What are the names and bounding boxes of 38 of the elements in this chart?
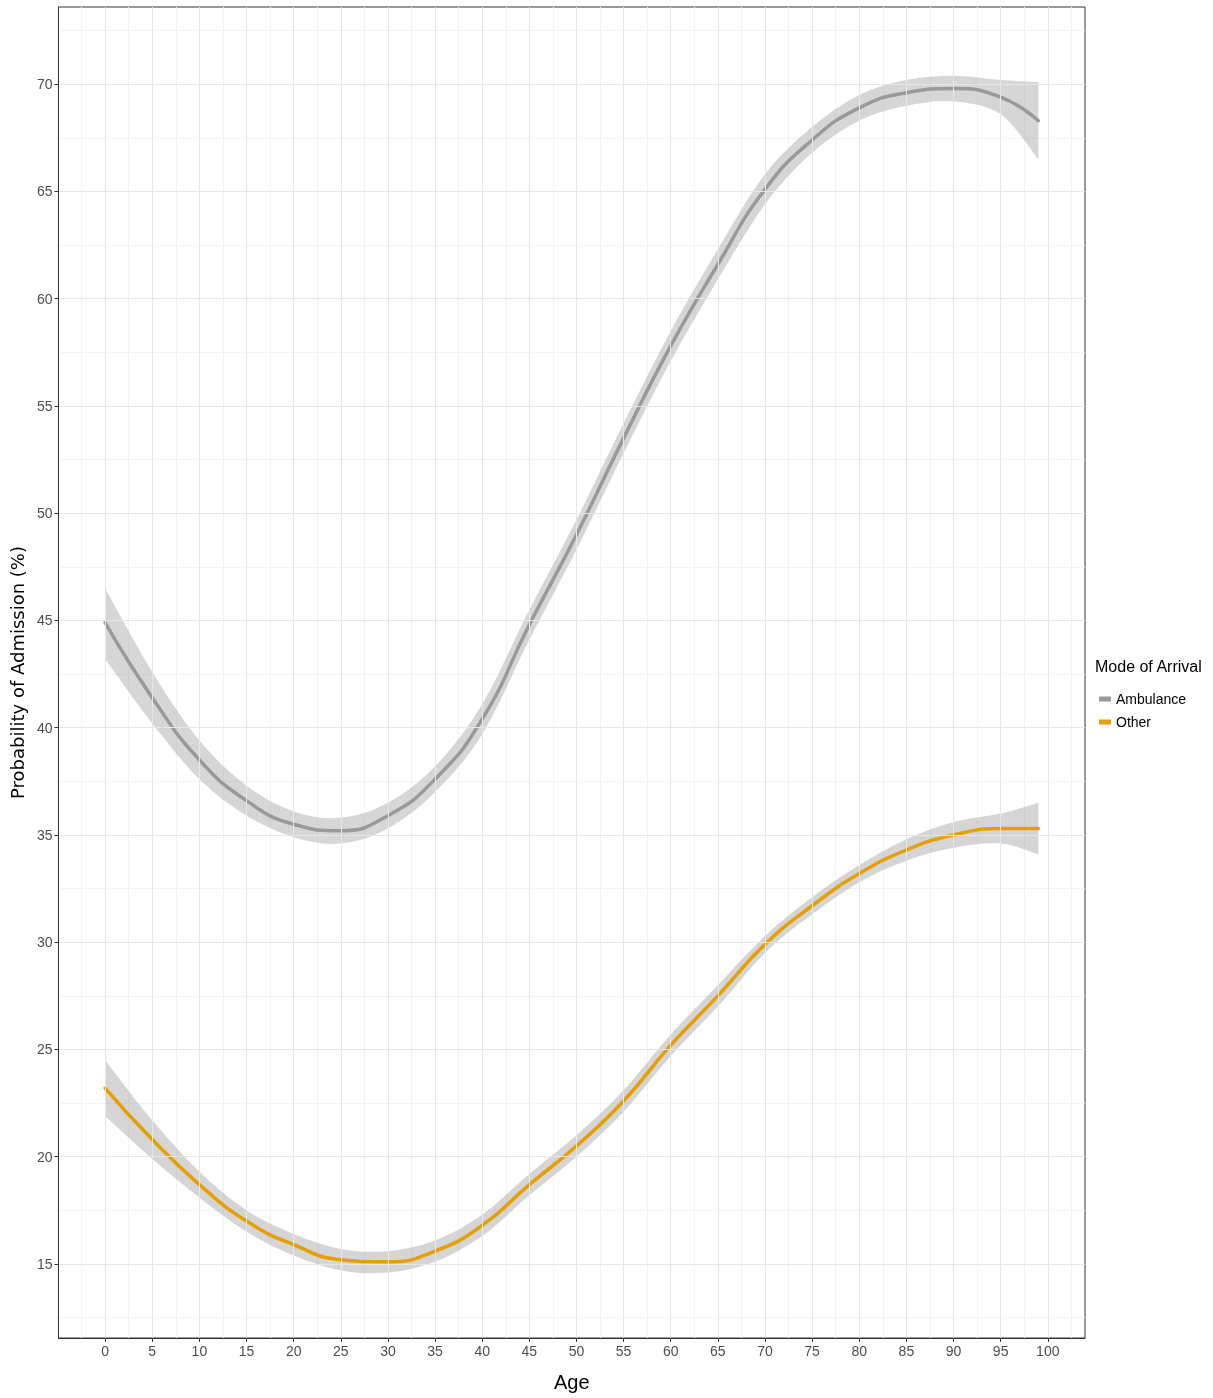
x-tick-label: 60: [662, 1343, 679, 1359]
y-tick-label: 30: [36, 934, 53, 951]
x-tick-label: 0: [101, 1343, 110, 1359]
y-tick-label: 60: [36, 290, 53, 307]
y-tick-label: 70: [36, 76, 53, 93]
y-tick-label: 40: [36, 719, 53, 736]
x-axis-title: Age: [553, 1371, 590, 1393]
x-tick-label: 85: [898, 1343, 915, 1359]
x-tick-label: 65: [710, 1343, 726, 1359]
x-tick-label: 30: [380, 1343, 396, 1359]
x-tick-label: 80: [851, 1343, 868, 1359]
x-tick-label: 35: [427, 1343, 444, 1359]
y-tick-label: 50: [36, 505, 53, 522]
x-tick-label: 45: [521, 1343, 538, 1359]
x-tick-label: 5: [148, 1343, 157, 1359]
y-axis-title: Probability of Admission (%): [6, 546, 28, 799]
x-tick-label: 40: [474, 1343, 491, 1359]
y-tick-label: 15: [36, 1256, 53, 1272]
y-tick-label: 65: [36, 183, 53, 200]
x-tick-label: 90: [945, 1343, 962, 1359]
legend-label: Other: [1116, 714, 1152, 730]
x-tick-label: 25: [333, 1343, 349, 1359]
y-tick-label: 25: [36, 1041, 53, 1058]
y-tick-label: 55: [36, 397, 53, 414]
x-tick-label: 20: [285, 1343, 302, 1359]
legend-label: Ambulance: [1116, 691, 1187, 707]
x-tick-label: 75: [804, 1343, 821, 1359]
y-tick-label: 35: [36, 826, 53, 843]
x-tick-label: 15: [238, 1343, 255, 1359]
x-tick-label: 70: [757, 1343, 773, 1359]
y-tick-label: 20: [36, 1148, 53, 1165]
legend-title: Mode of Arrival: [1095, 657, 1202, 675]
x-tick-label: 10: [191, 1343, 208, 1359]
x-tick-label: 55: [615, 1343, 632, 1359]
x-tick-label: 95: [992, 1343, 1009, 1359]
x-tick-label: 100: [1036, 1343, 1060, 1359]
x-tick-label: 50: [568, 1343, 585, 1359]
y-tick-label: 45: [36, 612, 53, 629]
